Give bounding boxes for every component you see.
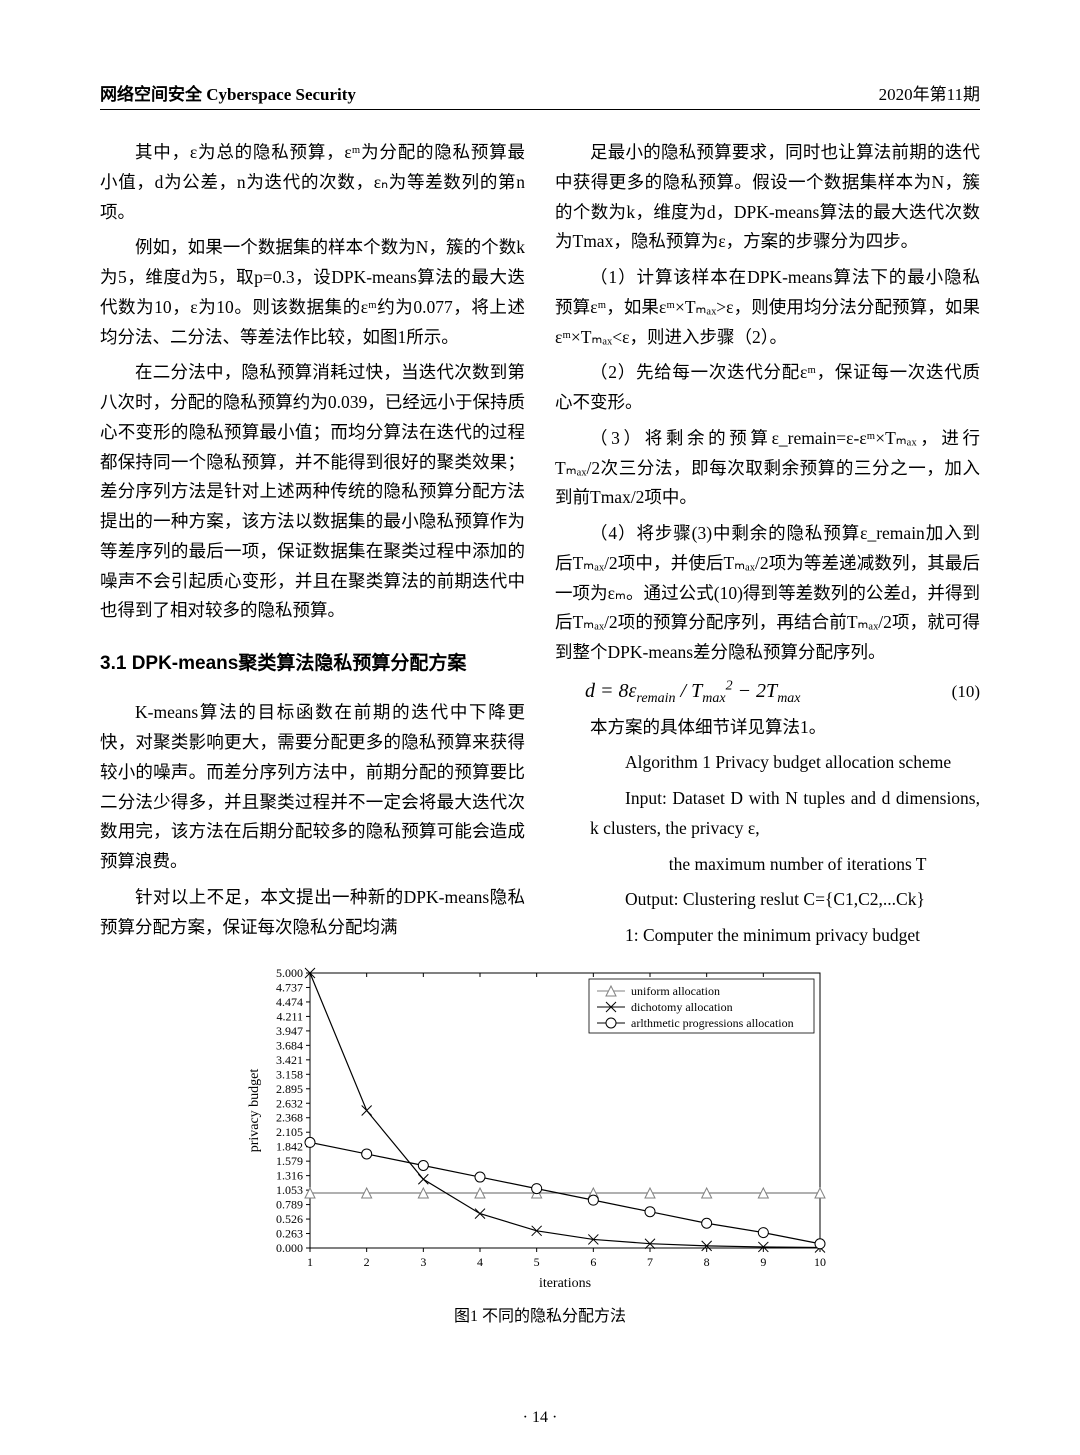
para: 在二分法中，隐私预算消耗过快，当迭代次数到第八次时，分配的隐私预算约为0.039… bbox=[100, 358, 525, 626]
para: （1）计算该样本在DPK-means算法下的最小隐私预算εᵐ，如果εᵐ×Tₘₐₓ… bbox=[555, 263, 980, 352]
para: 例如，如果一个数据集的样本个数为N，簇的个数k为5，维度d为5，取p=0.3，设… bbox=[100, 233, 525, 352]
figure-caption: 图1 不同的隐私分配方法 bbox=[100, 1302, 980, 1326]
algorithm-line: the maximum number of iterations T bbox=[555, 850, 980, 880]
algorithm-line: Algorithm 1 Privacy budget allocation sc… bbox=[555, 748, 980, 778]
algorithm-line: Input: Dataset D with N tuples and d dim… bbox=[555, 784, 980, 844]
svg-text:uniform allocation: uniform allocation bbox=[631, 984, 720, 998]
svg-text:privacy budget: privacy budget bbox=[247, 1068, 262, 1152]
algorithm-line: Output: Clustering reslut C={C1,C2,...Ck… bbox=[555, 885, 980, 915]
svg-text:4.737: 4.737 bbox=[276, 980, 303, 994]
svg-text:7: 7 bbox=[647, 1255, 653, 1269]
svg-text:dichotomy allocation: dichotomy allocation bbox=[631, 1000, 733, 1014]
svg-text:0.789: 0.789 bbox=[276, 1197, 303, 1211]
svg-text:5.000: 5.000 bbox=[276, 966, 303, 980]
figure-1: 0.0000.2630.5260.7891.0531.3161.5791.842… bbox=[100, 963, 980, 1326]
equation-body: d = 8εremain / Tmax2 − 2Tmax bbox=[585, 674, 801, 711]
equation-10: d = 8εremain / Tmax2 − 2Tmax (10) bbox=[585, 674, 980, 711]
svg-text:2.105: 2.105 bbox=[276, 1125, 303, 1139]
para: （4）将步骤(3)中剩余的隐私预算ε_remain加入到后Tₘₐₓ/2项中，并使… bbox=[555, 519, 980, 668]
equation-number: (10) bbox=[952, 678, 980, 707]
svg-text:6: 6 bbox=[590, 1255, 596, 1269]
svg-text:1.053: 1.053 bbox=[276, 1183, 303, 1197]
chart-container: 0.0000.2630.5260.7891.0531.3161.5791.842… bbox=[240, 963, 840, 1298]
svg-text:2.632: 2.632 bbox=[276, 1096, 303, 1110]
svg-text:3: 3 bbox=[420, 1255, 426, 1269]
section-heading: 3.1 DPK-means聚类算法隐私预算分配方案 bbox=[100, 648, 525, 680]
para: K-means算法的目标函数在前期的迭代中下降更快，对聚类影响更大，需要分配更多… bbox=[100, 698, 525, 877]
para: 其中，ε为总的隐私预算，εᵐ为分配的隐私预算最小值，d为公差，n为迭代的次数，ε… bbox=[100, 138, 525, 227]
svg-text:8: 8 bbox=[704, 1255, 710, 1269]
svg-text:3.947: 3.947 bbox=[276, 1023, 303, 1037]
svg-text:5: 5 bbox=[534, 1255, 540, 1269]
svg-text:1.842: 1.842 bbox=[276, 1139, 303, 1153]
svg-text:9: 9 bbox=[760, 1255, 766, 1269]
svg-text:4.211: 4.211 bbox=[276, 1009, 303, 1023]
para: （2）先给每一次迭代分配εᵐ，保证每一次迭代质心不变形。 bbox=[555, 358, 980, 418]
page-number: · 14 · bbox=[0, 1409, 1080, 1427]
svg-text:3.684: 3.684 bbox=[276, 1038, 303, 1052]
svg-text:0.000: 0.000 bbox=[276, 1241, 303, 1255]
svg-text:1: 1 bbox=[307, 1255, 313, 1269]
svg-text:3.158: 3.158 bbox=[276, 1067, 303, 1081]
running-header: 网络空间安全 Cyberspace Security 2020年第11期 bbox=[100, 80, 980, 110]
svg-text:3.421: 3.421 bbox=[276, 1052, 303, 1066]
svg-text:arlthmetic progressions alloca: arlthmetic progressions allocation bbox=[631, 1016, 794, 1030]
svg-text:4: 4 bbox=[477, 1255, 483, 1269]
svg-text:4.474: 4.474 bbox=[276, 994, 303, 1008]
svg-text:1.316: 1.316 bbox=[276, 1168, 303, 1182]
svg-text:2.368: 2.368 bbox=[276, 1110, 303, 1124]
svg-text:2.895: 2.895 bbox=[276, 1081, 303, 1095]
svg-text:0.526: 0.526 bbox=[276, 1212, 303, 1226]
para: 足最小的隐私预算要求，同时也让算法前期的迭代中获得更多的隐私预算。假设一个数据集… bbox=[555, 138, 980, 257]
para: 针对以上不足，本文提出一种新的DPK-means隐私预算分配方案，保证每次隐私分… bbox=[100, 883, 525, 943]
svg-text:0.263: 0.263 bbox=[276, 1226, 303, 1240]
chart-svg: 0.0000.2630.5260.7891.0531.3161.5791.842… bbox=[240, 963, 840, 1293]
header-left: 网络空间安全 Cyberspace Security bbox=[100, 80, 356, 105]
page: 网络空间安全 Cyberspace Security 2020年第11期 其中，… bbox=[0, 0, 1080, 1455]
header-right: 2020年第11期 bbox=[879, 80, 980, 105]
svg-text:iterations: iterations bbox=[539, 1276, 591, 1291]
svg-text:10: 10 bbox=[814, 1255, 826, 1269]
para: 本方案的具体细节详见算法1。 bbox=[555, 713, 980, 743]
svg-text:1.579: 1.579 bbox=[276, 1154, 303, 1168]
svg-text:2: 2 bbox=[364, 1255, 370, 1269]
para: （3）将剩余的预算ε_remain=ε-εᵐ×Tₘₐₓ，进行Tₘₐₓ/2次三分法… bbox=[555, 424, 980, 513]
algorithm-line: 1: Computer the minimum privacy budget bbox=[555, 921, 980, 951]
body-two-column: 其中，ε为总的隐私预算，εᵐ为分配的隐私预算最小值，d为公差，n为迭代的次数，ε… bbox=[100, 138, 980, 953]
